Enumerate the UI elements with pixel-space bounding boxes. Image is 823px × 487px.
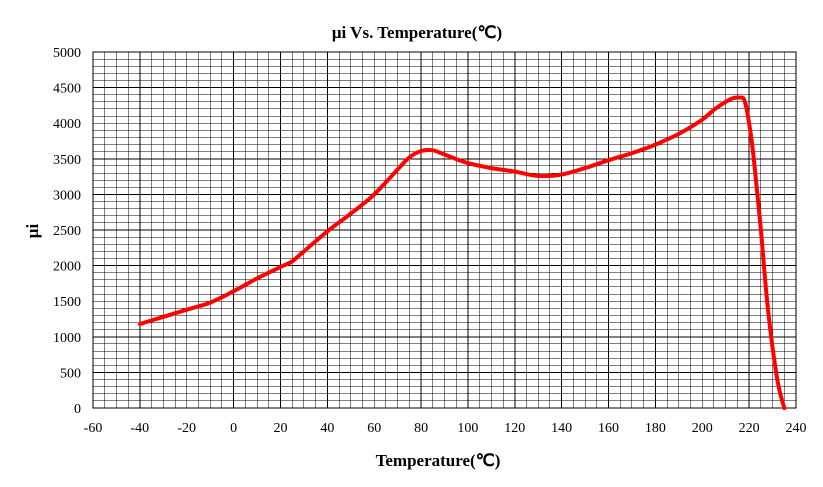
series-line bbox=[137, 95, 787, 410]
series-layer bbox=[137, 95, 787, 410]
x-tick-label: 40 bbox=[320, 421, 334, 436]
y-tick-label: 500 bbox=[60, 366, 81, 381]
x-tick-label: -20 bbox=[177, 421, 196, 436]
x-tick-label: 20 bbox=[273, 421, 287, 436]
x-axis-title: Temperature(℃) bbox=[376, 451, 501, 470]
x-tick-label: 160 bbox=[598, 421, 619, 436]
y-tick-label: 4000 bbox=[53, 117, 81, 132]
x-tick-labels: -60 -40 -20 0 20 40 60 80 100 120 140 160 180 200 220 2… bbox=[84, 421, 807, 436]
x-tick-label: 100 bbox=[457, 421, 478, 436]
y-tick-label: 2000 bbox=[53, 260, 81, 275]
y-axis-title: μi bbox=[23, 224, 42, 239]
x-tick-label: 120 bbox=[504, 421, 525, 436]
x-tick-label: -60 bbox=[84, 421, 103, 436]
x-tick-label: 180 bbox=[645, 421, 666, 436]
x-tick-label: 140 bbox=[551, 421, 572, 436]
x-tick-label: 220 bbox=[739, 421, 760, 436]
grid bbox=[92, 51, 797, 409]
y-tick-label: 1500 bbox=[53, 295, 81, 310]
chart-title: μi Vs. Temperature(℃) bbox=[332, 23, 502, 42]
x-tick-label: 200 bbox=[692, 421, 713, 436]
y-tick-label: 3500 bbox=[53, 153, 81, 168]
x-tick-label: -40 bbox=[131, 421, 150, 436]
x-tick-label: 240 bbox=[786, 421, 807, 436]
plot-area-border bbox=[92, 51, 797, 409]
y-tick-label: 3000 bbox=[53, 188, 81, 203]
x-tick-label: 0 bbox=[230, 421, 237, 436]
x-tick-label: 80 bbox=[414, 421, 428, 436]
y-tick-label: 1000 bbox=[53, 331, 81, 346]
x-tick-label: 60 bbox=[367, 421, 381, 436]
y-tick-labels: 0 500 1000 1500 2000 2500 3000 3500 4000 4500 5000 bbox=[53, 46, 81, 417]
y-tick-label: 4500 bbox=[53, 82, 81, 97]
y-tick-label: 0 bbox=[74, 402, 81, 417]
y-tick-label: 5000 bbox=[53, 46, 81, 61]
y-tick-label: 2500 bbox=[53, 224, 81, 239]
